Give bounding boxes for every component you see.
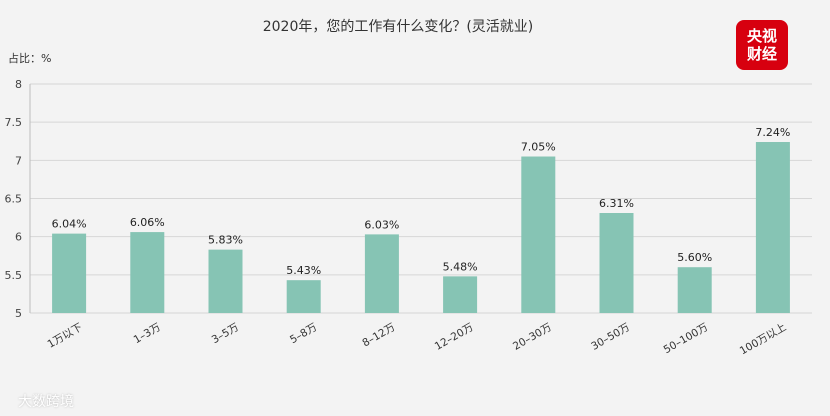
bar	[443, 276, 478, 313]
bar	[208, 249, 243, 313]
bar	[52, 233, 87, 313]
data-label: 5.43%	[286, 264, 321, 277]
x-category-label: 8–12万	[360, 321, 397, 349]
y-tick-label: 5.5	[5, 269, 23, 282]
x-category-label: 50–100万	[662, 321, 711, 356]
data-label: 6.06%	[130, 216, 165, 229]
y-tick-label: 6	[15, 231, 22, 244]
y-tick-label: 8	[15, 78, 22, 91]
x-category-label: 5–8万	[288, 321, 319, 346]
cctv-finance-logo: 央视 财经	[736, 20, 788, 70]
logo-line-2: 财经	[746, 45, 777, 63]
x-category-label: 20–30万	[511, 321, 554, 353]
x-category-label: 3–5万	[210, 321, 241, 346]
bar	[364, 234, 399, 313]
logo-line-1: 央视	[746, 27, 777, 45]
watermark-footer: 大数跨境	[18, 394, 74, 410]
y-tick-label: 7	[15, 154, 22, 167]
y-axis-unit-label: 占比：%	[8, 51, 51, 65]
y-tick-label: 6.5	[5, 193, 23, 206]
bar	[130, 232, 165, 313]
chart-title: 2020年，您的工作有什么变化？(灵活就业)	[263, 18, 534, 35]
bar	[755, 142, 790, 313]
bar	[599, 213, 634, 313]
x-category-label: 100万以上	[738, 321, 789, 357]
data-label: 7.05%	[521, 141, 556, 154]
x-category-label: 1万以下	[46, 321, 85, 350]
y-tick-label: 5	[15, 307, 22, 320]
data-label: 6.04%	[52, 218, 87, 231]
x-category-label: 30–50万	[589, 321, 632, 353]
x-category-label: 1–3万	[132, 321, 163, 346]
data-label: 6.03%	[364, 218, 399, 231]
bar	[677, 267, 712, 313]
x-category-label: 12–20万	[433, 321, 476, 353]
y-tick-label: 7.5	[5, 116, 23, 129]
data-label: 5.83%	[208, 234, 243, 247]
data-label: 6.31%	[599, 197, 634, 210]
data-label: 5.60%	[677, 251, 712, 264]
bar	[521, 156, 556, 313]
bar	[286, 280, 321, 313]
data-label: 7.24%	[755, 126, 790, 139]
data-label: 5.48%	[443, 260, 478, 273]
